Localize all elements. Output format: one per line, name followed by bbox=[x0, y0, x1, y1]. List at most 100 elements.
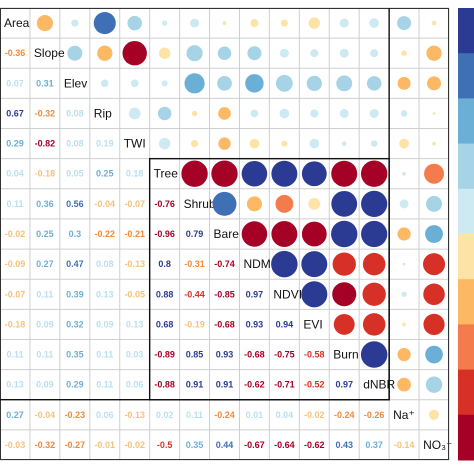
correlation-circle bbox=[360, 160, 388, 187]
correlation-circle bbox=[397, 377, 411, 392]
correlation-value: -0.68 bbox=[214, 319, 235, 329]
correlation-value: -0.13 bbox=[124, 259, 145, 269]
legend-swatch bbox=[458, 324, 474, 371]
correlation-circle bbox=[423, 283, 445, 306]
correlation-circle bbox=[332, 282, 357, 307]
correlation-value: 0.08 bbox=[96, 259, 114, 269]
correlation-value: 0.47 bbox=[66, 259, 84, 269]
correlation-circle bbox=[71, 19, 79, 27]
correlation-circle bbox=[279, 48, 289, 58]
correlation-value: 0.94 bbox=[276, 319, 294, 329]
correlation-value: -0.89 bbox=[154, 350, 175, 360]
correlation-circle bbox=[397, 227, 411, 241]
correlation-value: -0.23 bbox=[65, 410, 86, 420]
correlation-value: -0.02 bbox=[124, 440, 145, 450]
legend-swatch bbox=[458, 143, 474, 190]
variable-label: NDVI bbox=[273, 287, 302, 301]
correlation-value: 0.06 bbox=[126, 380, 144, 390]
correlation-circle bbox=[425, 345, 443, 364]
correlation-value: -0.62 bbox=[244, 380, 265, 390]
correlation-circle bbox=[369, 109, 379, 118]
correlation-value: -0.5 bbox=[157, 440, 173, 450]
correlation-circle bbox=[397, 347, 411, 362]
correlation-value: 0.11 bbox=[96, 380, 113, 390]
correlation-value: -0.19 bbox=[184, 319, 205, 329]
correlation-value: -0.21 bbox=[124, 229, 145, 239]
correlation-value: -0.36 bbox=[5, 48, 26, 58]
correlation-value: -0.88 bbox=[154, 380, 175, 390]
correlation-value: 0.36 bbox=[36, 199, 54, 209]
correlation-circle bbox=[93, 12, 116, 35]
correlation-value: 0.01 bbox=[246, 410, 264, 420]
correlation-circle bbox=[67, 45, 83, 61]
correlation-value: 0.18 bbox=[126, 169, 144, 179]
variable-label: TWI bbox=[124, 137, 146, 151]
correlation-circle bbox=[400, 110, 408, 117]
correlation-circle bbox=[309, 138, 320, 149]
variable-label: Elev bbox=[64, 76, 87, 90]
correlation-value: 0.79 bbox=[186, 229, 204, 239]
correlation-circle bbox=[432, 141, 436, 146]
correlation-circle bbox=[428, 409, 440, 420]
correlation-value: -0.64 bbox=[274, 440, 295, 450]
correlation-circle bbox=[241, 160, 268, 187]
correlation-value: 0.06 bbox=[96, 410, 114, 420]
correlation-value: -0.07 bbox=[5, 289, 26, 299]
variable-label: Na⁺ bbox=[393, 408, 415, 422]
correlation-circle bbox=[191, 140, 199, 148]
correlation-circle bbox=[425, 225, 443, 243]
correlation-circle bbox=[186, 45, 203, 62]
correlation-value: 0.19 bbox=[96, 139, 114, 149]
legend-swatch bbox=[458, 234, 474, 280]
correlation-value: 0.29 bbox=[66, 380, 84, 390]
correlation-circle bbox=[127, 15, 142, 31]
correlation-value: 0.35 bbox=[186, 440, 204, 450]
correlation-value: -0.04 bbox=[35, 410, 56, 420]
legend-swatch bbox=[458, 414, 474, 461]
correlation-circle bbox=[308, 197, 321, 210]
correlation-circle bbox=[331, 220, 358, 248]
correlation-circle bbox=[157, 106, 172, 121]
correlation-value: 0.13 bbox=[126, 319, 144, 329]
correlation-value: -0.09 bbox=[5, 259, 26, 269]
correlation-circle bbox=[366, 76, 382, 91]
correlation-circle bbox=[339, 18, 349, 28]
correlation-circle bbox=[423, 253, 446, 276]
correlation-value: 0.8 bbox=[158, 259, 171, 269]
variable-label: Shrub bbox=[184, 197, 216, 211]
correlation-value: 0.25 bbox=[36, 229, 54, 239]
correlation-value: 0.39 bbox=[66, 289, 84, 299]
correlation-value: -0.62 bbox=[304, 440, 325, 450]
correlation-value: 0.11 bbox=[36, 289, 53, 299]
correlation-value: 0.35 bbox=[66, 350, 84, 360]
cluster-box bbox=[148, 157, 390, 401]
correlation-circle bbox=[427, 76, 442, 91]
correlation-value: 0.11 bbox=[96, 350, 113, 360]
correlation-value: -0.76 bbox=[154, 199, 175, 209]
correlation-circle bbox=[275, 194, 294, 213]
correlation-value: -0.31 bbox=[184, 259, 205, 269]
correlation-value: -0.26 bbox=[364, 410, 385, 420]
correlation-value: 0.09 bbox=[36, 319, 54, 329]
correlation-circle bbox=[100, 79, 109, 88]
correlation-value: -0.18 bbox=[35, 169, 56, 179]
correlation-circle bbox=[161, 20, 168, 26]
correlation-value: 0.97 bbox=[335, 380, 353, 390]
correlation-circle bbox=[158, 47, 171, 59]
legend-swatch bbox=[458, 98, 474, 145]
correlation-circle bbox=[212, 191, 237, 216]
correlation-circle bbox=[250, 19, 259, 28]
correlation-circle bbox=[184, 73, 205, 94]
correlation-circle bbox=[181, 160, 208, 187]
correlation-circle bbox=[361, 220, 388, 248]
matrix-frame bbox=[0, 8, 449, 460]
correlation-value: -0.18 bbox=[5, 319, 26, 329]
variable-label: Area bbox=[4, 16, 30, 30]
correlation-circle bbox=[397, 16, 412, 31]
correlation-value: 0.09 bbox=[36, 380, 54, 390]
correlation-circle bbox=[218, 137, 231, 150]
correlation-circle bbox=[361, 190, 388, 217]
correlation-value: 0.27 bbox=[6, 410, 24, 420]
correlation-circle bbox=[310, 49, 319, 58]
correlation-value: 0.91 bbox=[186, 380, 204, 390]
